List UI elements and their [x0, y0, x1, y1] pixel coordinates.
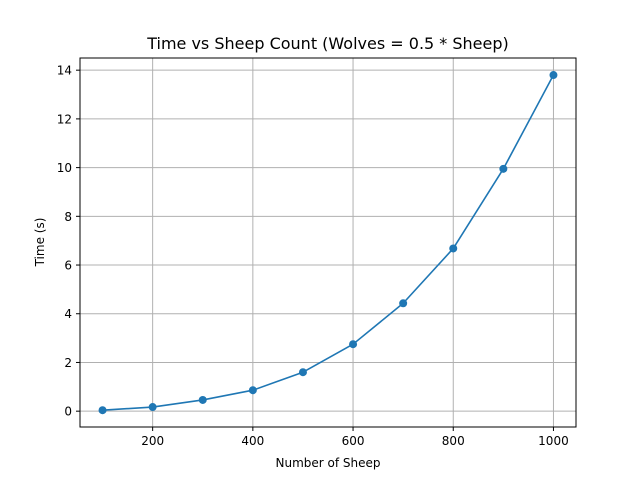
data-point [449, 244, 458, 253]
data-point [248, 386, 257, 395]
series-line [102, 74, 555, 411]
x-tick-label: 600 [342, 434, 365, 448]
series [98, 71, 558, 415]
data-point [148, 403, 157, 412]
x-tick-label: 1000 [538, 434, 569, 448]
x-axis-label: Number of Sheep [275, 456, 380, 470]
data-point [399, 299, 408, 308]
y-axis-label: Time (s) [33, 218, 47, 268]
y-tick-label: 10 [57, 161, 72, 175]
data-point [298, 368, 307, 377]
y-tick-label: 6 [64, 259, 72, 273]
y-tick-label: 2 [64, 356, 72, 370]
y-tick-label: 14 [57, 64, 72, 78]
x-tick-label: 400 [241, 434, 264, 448]
y-tick-label: 8 [64, 210, 72, 224]
x-tick-label: 200 [141, 434, 164, 448]
y-tick-label: 0 [64, 405, 72, 419]
data-point [98, 406, 107, 415]
x-tick-label: 800 [442, 434, 465, 448]
y-tick-label: 4 [64, 307, 72, 321]
data-point [549, 71, 558, 80]
ticks: 200 400 600 800 1000 0 2 4 6 8 10 12 14 [57, 64, 569, 448]
y-tick-label: 12 [57, 112, 72, 126]
plot-frame [79, 57, 577, 428]
chart-title: Time vs Sheep Count (Wolves = 0.5 * Shee… [146, 34, 509, 53]
grid [80, 58, 576, 427]
data-point [349, 340, 358, 349]
data-point [198, 395, 207, 404]
data-point [499, 164, 508, 173]
